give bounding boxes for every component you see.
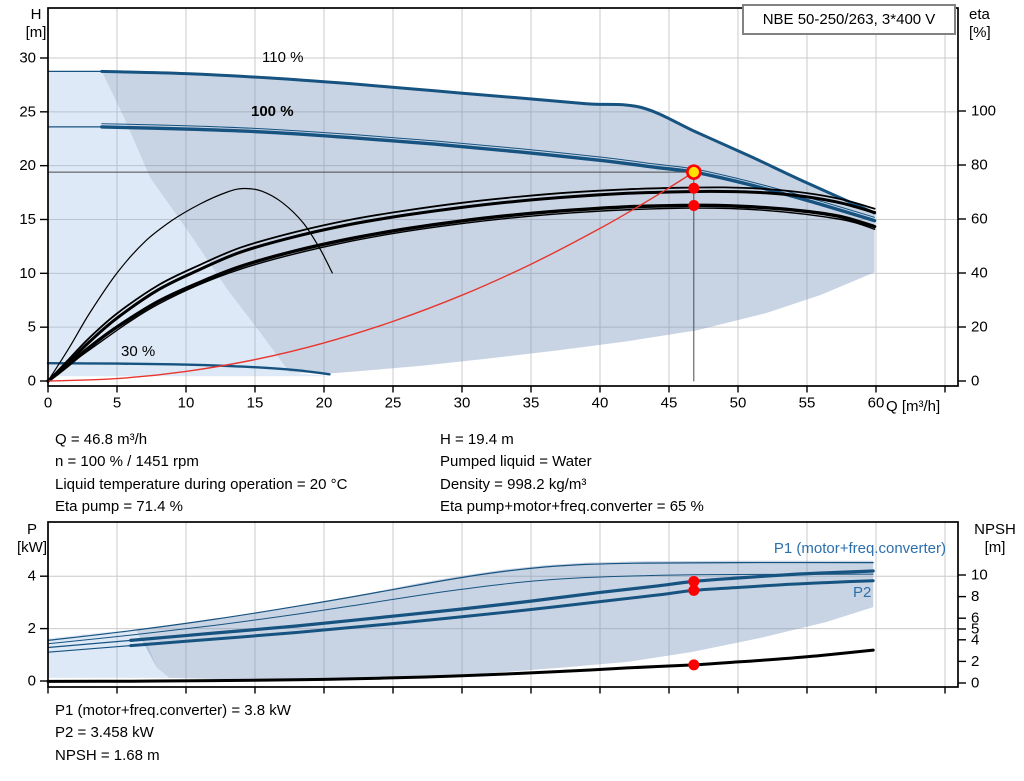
q-axis-label: Q [m³/h]: [886, 398, 941, 415]
info-speed: n = 100 % / 1451 rpm: [55, 453, 199, 471]
y-right-tick-label: 2: [971, 653, 979, 670]
x-tick-label: 55: [799, 394, 816, 411]
x-tick-label: 60: [868, 394, 885, 411]
x-tick-label: 10: [178, 394, 195, 411]
pump-title: NBE 50-250/263, 3*400 V: [762, 11, 936, 28]
curve-p2-ext: [47, 645, 132, 653]
plot-frame: [47, 7, 959, 387]
curve-p1-ext: [47, 639, 132, 649]
curve-eta-pump-2: [46, 189, 877, 383]
plot-frame: [47, 521, 959, 688]
curve-p1: [129, 569, 875, 642]
curve-npsh-curve: [46, 648, 875, 683]
pump-title-box: NBE 50-250/263, 3*400 V: [742, 4, 956, 35]
npsh-axis-label: NPSH [m]: [974, 521, 1016, 556]
info-p1: P1 (motor+freq.converter) = 3.8 kW: [55, 702, 291, 719]
y-left-tick-label: 20: [19, 157, 36, 174]
duty-point[interactable]: [686, 164, 702, 180]
curve-p1-max-speed: [47, 561, 874, 641]
curve-speed-110: [100, 69, 877, 215]
power-info: P1 (motor+freq.converter) = 3.8 kW P2 = …: [55, 700, 291, 767]
y-right-tick-label: 6: [971, 610, 979, 627]
x-tick-label: 20: [316, 394, 333, 411]
x-tick-label: 25: [385, 394, 402, 411]
npsh-point: [688, 659, 700, 671]
y-right-tick-label: 10: [971, 567, 988, 584]
info-pumped-liquid: Pumped liquid = Water: [440, 453, 592, 471]
curve-eta-total-2: [47, 207, 876, 382]
y-right-tick-label: 20: [971, 319, 988, 336]
curve-speed-30: [46, 362, 331, 376]
x-tick-label: 45: [661, 394, 678, 411]
y-right-tick-label: 80: [971, 157, 988, 174]
y-left-tick-label: 10: [19, 265, 36, 282]
y-left-tick-label: 25: [19, 103, 36, 120]
p1-point: [688, 575, 700, 587]
curve-eta-total: [46, 203, 877, 383]
x-tick-label: 15: [247, 394, 264, 411]
duty-info-right: H = 19.4 m Pumped liquid = Water Density…: [440, 429, 704, 519]
x-tick-label: 0: [44, 394, 52, 411]
y-right-tick-label: 100: [971, 103, 996, 120]
curve-label-100pct: 100 %: [251, 103, 294, 120]
eta-total-point: [688, 200, 700, 211]
x-tick-label: 30: [454, 394, 471, 411]
envelope-dark: [101, 71, 875, 374]
y-left-tick-label: 30: [19, 49, 36, 66]
eta-axis-label: eta [%]: [969, 6, 991, 41]
y-right-tick-label: 60: [971, 211, 988, 228]
envelope-light: [48, 71, 330, 377]
y-left-tick-label: 0: [28, 673, 36, 690]
curve-eta-pump: [47, 186, 876, 382]
info-eta-pump: Eta pump = 71.4 %: [55, 498, 183, 516]
x-tick-label: 35: [523, 394, 540, 411]
y-right-tick-label: 0: [971, 675, 979, 692]
y-right-tick-label: 8: [971, 588, 979, 605]
y-right-tick-label: 5: [971, 621, 979, 638]
y-right-tick-label: 4: [971, 631, 979, 648]
info-liquid-temp: Liquid temperature during operation = 20…: [55, 475, 348, 493]
p2-point: [688, 584, 700, 596]
curve-speed-100-tol: [101, 123, 876, 218]
curve-p2-max-speed: [47, 573, 874, 645]
x-tick-label: 5: [113, 394, 121, 411]
y-left-tick-label: 15: [19, 211, 36, 228]
curve-label-p1: P1 (motor+freq.converter): [773, 540, 946, 557]
info-eta-total: Eta pump+motor+freq.converter = 65 %: [440, 498, 704, 516]
y-left-tick-label: 5: [28, 319, 36, 336]
x-tick-label: 50: [730, 394, 747, 411]
p-axis-label: P [kW]: [17, 521, 47, 556]
curve-system-curve: [47, 171, 695, 382]
power-envelope-light: [48, 629, 170, 678]
info-p2: P2 = 3.458 kW: [55, 724, 154, 742]
curve-label-110pct: 110 %: [262, 49, 304, 66]
curve-speed-100: [100, 125, 877, 223]
info-q: Q = 46.8 m³/h: [55, 431, 148, 448]
curve-p2: [129, 579, 875, 648]
y-left-tick-label: 0: [28, 373, 36, 390]
curve-label-p2: P2: [853, 584, 872, 601]
curve-label-30pct: 30 %: [121, 343, 156, 360]
eta-pump-point: [688, 182, 700, 194]
duty-info-left: Q = 46.8 m³/h n = 100 % / 1451 rpm Liqui…: [55, 429, 347, 519]
qh-chart: 0 5 10 15 20 25 30 35 40 45 50 55 60 0 5 10 15 20 25 30 0 20 4…: [19, 7, 996, 411]
y-right-tick-label: 0: [971, 373, 979, 390]
info-h: H = 19.4 m: [440, 431, 514, 448]
y-right-tick-label: 40: [971, 265, 988, 282]
x-tick-label: 40: [592, 394, 609, 411]
info-density: Density = 998.2 kg/m³: [440, 475, 587, 493]
h-axis-label: H [m]: [25, 6, 47, 41]
y-left-tick-label: 2: [28, 620, 36, 637]
curve-eta-30: [47, 187, 333, 382]
info-npsh: NPSH = 1.68 m: [55, 746, 160, 764]
y-left-tick-label: 4: [28, 568, 36, 585]
